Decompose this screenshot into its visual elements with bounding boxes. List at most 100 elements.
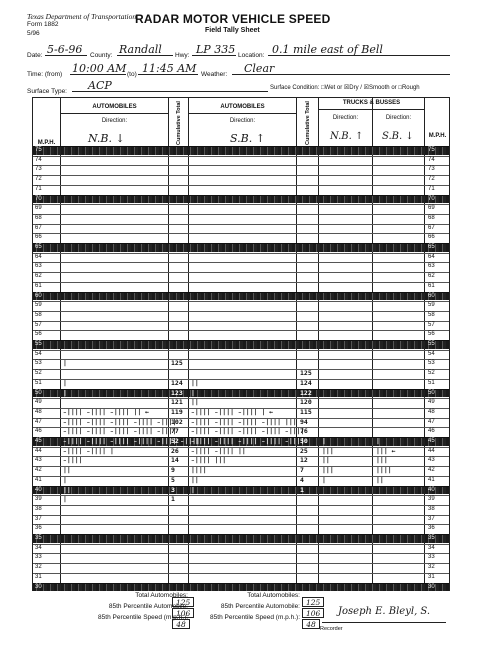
speed-label-left: 48 (35, 408, 42, 415)
surface-type-field[interactable]: ACP (88, 79, 112, 92)
tally-cell-trucks-nb[interactable]: ||| (322, 466, 334, 475)
tally-cell-sb[interactable]: ̵|||| ̵|||| || (191, 446, 246, 455)
cumulative-cell-nb[interactable]: 52 (171, 437, 179, 445)
weather-label: Weather: (201, 71, 228, 78)
cumulative-cell-nb[interactable]: 102 (171, 417, 183, 426)
cumulative-cell-nb[interactable]: 1 (171, 495, 175, 504)
table-row (33, 281, 449, 293)
tally-cell-trucks-sb[interactable]: ||| (376, 456, 388, 465)
p85-auto-value-2[interactable]: 106 (302, 608, 325, 618)
p85-auto-value-1[interactable]: 106 (172, 608, 195, 618)
cumulative-cell-nb[interactable]: 14 (171, 456, 179, 465)
surface-condition-checkboxes[interactable]: Surface Condition: □Wet or ☒Dry / ☒Smoot… (270, 85, 420, 91)
tally-cell-nb[interactable]: | (63, 378, 67, 387)
cumulative-cell-sb[interactable]: 125 (300, 369, 312, 378)
speed-label-left: 45 (35, 438, 42, 444)
tally-cell-sb[interactable]: | (191, 485, 195, 494)
speed-label-left: 41 (35, 476, 42, 483)
tally-cell-sb[interactable]: ̵|||| ̵|||| ̵|||| ̵|||| ||| (191, 417, 297, 426)
tally-cell-trucks-sb[interactable]: || (376, 475, 384, 484)
cumulative-cell-nb[interactable]: 9 (171, 466, 175, 475)
tally-cell-nb[interactable]: | (63, 359, 67, 368)
tally-cell-nb[interactable]: ̵|||| ̵|||| ̵|||| ̵|||| ̵|||| (63, 417, 177, 426)
cumulative-cell-nb[interactable]: 3 (171, 485, 175, 494)
cumulative-cell-sb[interactable]: 12 (300, 456, 308, 465)
speed-label-left: 32 (35, 564, 42, 571)
total-auto-value-1[interactable]: 125 (172, 597, 195, 607)
cumulative-cell-nb[interactable]: 121 (171, 398, 183, 407)
speed-label-right: 35 (428, 535, 435, 541)
cumulative-cell-nb[interactable]: 119 (171, 407, 183, 416)
tally-cell-sb[interactable]: |||| (191, 466, 207, 475)
location-field[interactable]: 0.1 mile east of Bell (272, 43, 383, 56)
cumulative-cell-nb[interactable]: 5 (171, 475, 175, 484)
cumulative-cell-sb[interactable]: 7 (300, 466, 304, 475)
date-field[interactable]: 5-6-96 (47, 43, 83, 56)
tally-cell-trucks-sb[interactable]: ||| ← (376, 446, 396, 455)
table-row (33, 155, 449, 167)
tally-cell-trucks-nb[interactable]: ||| (322, 446, 334, 455)
cumulative-cell-sb[interactable]: 122 (300, 388, 312, 397)
county-field[interactable]: Randall (119, 43, 162, 56)
cumulative-cell-nb[interactable]: 125 (171, 359, 183, 368)
surface-type-label: Surface Type: (27, 88, 67, 95)
tally-cell-nb[interactable]: ̵|||| ̵|||| | (63, 446, 114, 455)
table-row (33, 330, 449, 341)
speed-label-right: 55 (428, 341, 435, 347)
tally-cell-nb[interactable]: ̵|||| ̵|||| ̵|||| || ← (63, 407, 150, 416)
cumulative-cell-sb[interactable]: 120 (300, 398, 312, 407)
tally-cell-sb[interactable]: || (191, 378, 199, 387)
p85-speed-value-1[interactable]: 48 (172, 619, 190, 629)
cumulative-cell-sb[interactable]: 124 (300, 378, 312, 387)
table-row (33, 466, 449, 477)
cumulative-cell-nb[interactable]: 123 (171, 388, 183, 397)
tally-cell-sb[interactable]: | (191, 388, 195, 397)
total-auto-value-2[interactable]: 125 (302, 597, 325, 607)
p85-speed-value-2[interactable]: 48 (302, 619, 320, 629)
time-from-field[interactable]: 10:00 AM (72, 62, 127, 75)
speed-label-right: 45 (428, 438, 435, 444)
cumulative-cell-sb[interactable]: 50 (300, 437, 308, 445)
cumulative-cell-nb[interactable]: 77 (171, 427, 179, 436)
tally-cell-nb[interactable]: | (63, 388, 67, 397)
tally-cell-nb[interactable]: ̵|||| (63, 456, 83, 465)
tally-cell-nb[interactable]: ̵|||| ̵|||| ̵|||| ̵|||| ̵|||| (63, 427, 177, 436)
tally-cell-trucks-nb[interactable]: | (322, 475, 326, 484)
cumulative-cell-sb[interactable]: 94 (300, 417, 308, 426)
tally-cell-nb[interactable]: || (63, 485, 71, 494)
tally-cell-trucks-sb[interactable]: |||| (376, 466, 392, 475)
table-row (33, 223, 449, 235)
cumulative-cell-nb[interactable]: 124 (171, 378, 183, 387)
speed-label-right: 49 (428, 399, 435, 406)
cumulative-cell-nb[interactable]: 26 (171, 446, 179, 455)
tally-cell-sb[interactable]: || (191, 475, 199, 484)
speed-label-left: 33 (35, 554, 42, 561)
tally-cell-sb[interactable]: ̵|||| ||| (191, 456, 227, 465)
cumulative-cell-sb[interactable]: 76 (300, 427, 308, 436)
cumulative-cell-sb[interactable]: 1 (300, 485, 304, 494)
tally-cell-sb[interactable]: ̵|||| ̵|||| ̵|||| | ← (191, 407, 274, 416)
weather-field[interactable]: Clear (244, 62, 275, 75)
cumulative-cell-sb[interactable]: 25 (300, 446, 308, 455)
table-row (33, 175, 449, 186)
tally-cell-sb[interactable]: ̵|||| ̵|||| ̵|||| ̵|||| ̵|||| (191, 437, 305, 445)
hwy-field[interactable]: LP 335 (196, 43, 236, 56)
speed-label-right: 44 (428, 447, 435, 454)
tally-cell-nb[interactable]: || (63, 466, 71, 475)
speed-label-left: 55 (35, 341, 42, 347)
cumulative-cell-sb[interactable]: 115 (300, 407, 312, 416)
form-subtitle: Field Tally Sheet (205, 27, 260, 34)
cumulative-cell-sb[interactable]: 4 (300, 475, 304, 484)
tally-cell-trucks-sb[interactable]: | (376, 437, 380, 445)
speed-label-left: 62 (35, 273, 42, 280)
tally-cell-trucks-nb[interactable]: | (322, 437, 326, 445)
speed-label-right: 61 (428, 282, 435, 289)
time-to-field[interactable]: 11:45 AM (142, 62, 197, 75)
tally-cell-trucks-nb[interactable]: || (322, 456, 330, 465)
tally-cell-sb[interactable]: || (191, 398, 199, 407)
form-title: RADAR MOTOR VEHICLE SPEED (135, 12, 331, 26)
tally-cell-nb[interactable]: | (63, 475, 67, 484)
tally-cell-nb[interactable]: ̵|||| ̵|||| ̵|||| ̵|||| ̵|||| ̵|||| (63, 437, 200, 445)
tally-cell-sb[interactable]: ̵|||| ̵|||| ̵|||| ̵|||| ̵|||| (191, 427, 305, 436)
tally-cell-nb[interactable]: | (63, 495, 67, 504)
